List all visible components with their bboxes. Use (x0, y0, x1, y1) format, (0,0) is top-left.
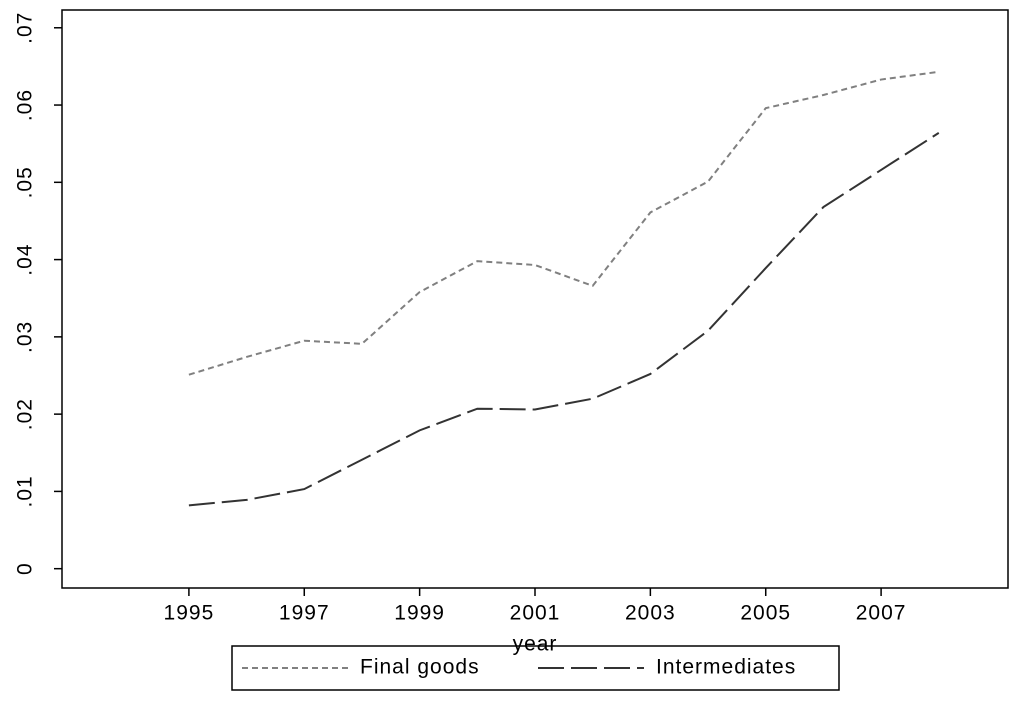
x-tick-label: 2001 (510, 602, 561, 625)
y-tick-label: .05 (14, 166, 37, 198)
legend-label: Final goods (360, 656, 480, 679)
x-axis-label: year (513, 633, 558, 656)
y-tick-label: .07 (14, 12, 37, 44)
x-tick-label: 1995 (164, 602, 215, 625)
y-tick-label: .02 (14, 398, 37, 430)
y-tick-label: 0 (14, 562, 37, 575)
legend-box (231, 645, 840, 691)
data-line (188, 70, 939, 376)
plot-frame (61, 9, 1009, 589)
x-tick-label: 1999 (394, 602, 445, 625)
x-tick-label: 2003 (625, 602, 676, 625)
x-tick-label: 2007 (856, 602, 907, 625)
data-line (188, 132, 940, 507)
y-tick-label: .03 (14, 321, 37, 353)
y-tick-label: .06 (14, 89, 37, 121)
x-tick-label: 1997 (279, 602, 330, 625)
y-tick-label: .01 (14, 475, 37, 507)
x-tick-label: 2005 (740, 602, 791, 625)
y-tick-label: .04 (14, 243, 37, 275)
legend-label: Intermediates (656, 656, 796, 679)
